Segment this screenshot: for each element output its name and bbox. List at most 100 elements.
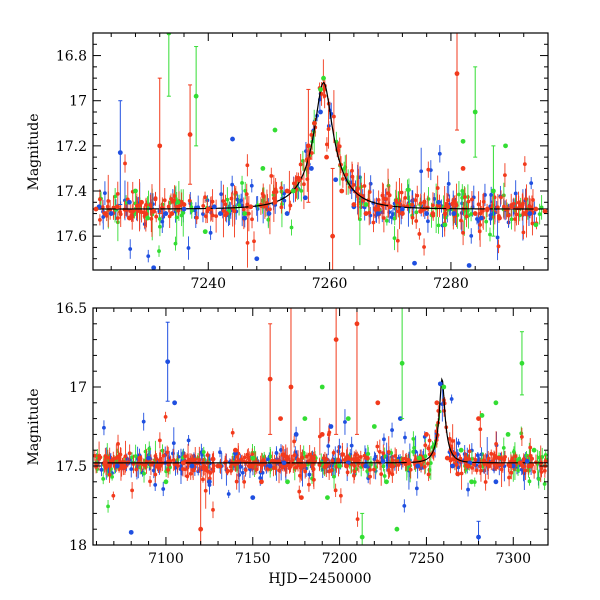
top-red-noise-point	[505, 207, 510, 212]
bottom-red-data-point	[507, 463, 513, 469]
bottom-red-data-point	[486, 463, 492, 469]
top-blue-data-point	[527, 211, 533, 216]
top-red-noise-point	[141, 210, 146, 215]
top-red-data-point	[363, 211, 369, 216]
bottom-red-noise-point	[386, 449, 391, 454]
bottom-red-noise-point	[528, 445, 533, 450]
bottom-red-noise-point	[154, 457, 159, 461]
bottom-green-noise-point	[143, 449, 148, 454]
top-red-noise-point	[410, 202, 414, 207]
bottom-blue-data-point	[114, 463, 120, 469]
bottom-blue-noise-point	[226, 492, 231, 496]
bottom-blue-noise-point	[403, 435, 407, 440]
top-red-noise-point	[530, 221, 535, 226]
top-red-data-point	[248, 204, 254, 210]
top-green-noise-point	[384, 218, 389, 223]
top-red-noise-point	[522, 162, 527, 167]
bottom-red-noise-point	[317, 462, 322, 467]
bottom-green-data-point	[371, 424, 377, 429]
top-red-noise-point	[97, 197, 102, 202]
top-red-noise-point	[350, 168, 354, 173]
bottom-green-data-point	[345, 416, 351, 421]
bottom-red-data-point	[278, 416, 283, 421]
bottom-red-data-point	[311, 455, 316, 461]
bottom-red-noise-point	[163, 414, 168, 419]
bottom-red-noise-point	[532, 470, 537, 474]
top-red-noise-point	[175, 204, 179, 209]
bottom-green-data-point	[319, 384, 325, 390]
top-green-data-point	[318, 87, 323, 92]
bottom-green-noise-point	[332, 474, 336, 479]
top-green-noise-point	[539, 205, 544, 210]
top-red-data-point	[126, 215, 132, 221]
top-red-data-point	[533, 206, 539, 212]
bottom-red-noise-point	[193, 457, 198, 462]
top-blue-data-point	[230, 136, 235, 142]
bottom-red-noise-point	[246, 455, 251, 460]
top-red-noise-point	[395, 238, 400, 243]
bottom-y-tick-label: 16.5	[56, 301, 87, 317]
top-blue-data-point	[478, 215, 484, 221]
bottom-green-noise-point	[428, 461, 433, 465]
bottom-red-noise-point	[426, 446, 431, 451]
bottom-green-data-point	[337, 463, 343, 469]
bottom-blue-noise-point	[307, 472, 312, 477]
top-red-data-point	[324, 154, 329, 160]
top-red-noise-point	[478, 222, 483, 227]
bottom-green-noise-point	[536, 477, 541, 481]
top-blue-noise-point	[495, 235, 500, 240]
top-red-noise-point	[435, 186, 440, 190]
bottom-red-noise-point	[355, 456, 360, 461]
bottom-green-noise-point	[130, 455, 134, 460]
top-red-noise-point	[172, 194, 177, 198]
bottom-blue-noise-point	[153, 483, 158, 487]
bottom-red-noise-point	[473, 457, 478, 462]
top-blue-data-point	[151, 265, 157, 270]
bottom-red-noise-point	[183, 454, 187, 459]
top-red-noise-point	[516, 200, 521, 205]
top-red-data-point	[284, 188, 290, 194]
top-green-noise-point	[414, 210, 419, 215]
bottom-red-noise-point	[305, 454, 309, 459]
bottom-red-noise-point	[149, 462, 153, 467]
bottom-red-noise-point	[240, 458, 245, 463]
top-blue-noise-point	[235, 197, 240, 202]
bottom-red-noise-point	[111, 493, 116, 498]
top-blue-data-point	[466, 263, 472, 268]
top-red-data-point	[460, 166, 466, 171]
bottom-red-noise-point	[368, 474, 372, 479]
bottom-red-noise-point	[494, 465, 499, 470]
bottom-blue-data-point	[250, 495, 256, 500]
top-red-noise-point	[503, 173, 507, 178]
top-red-noise-point	[524, 209, 529, 213]
top-red-noise-point	[521, 230, 526, 235]
top-green-data-point	[442, 222, 448, 228]
top-green-noise-point	[225, 197, 230, 202]
bottom-red-noise-point	[401, 456, 405, 461]
top-red-noise-point	[414, 219, 419, 223]
top-red-noise-point	[426, 167, 431, 172]
bottom-blue-data-point	[415, 463, 421, 469]
bottom-blue-noise-point	[171, 441, 176, 445]
top-red-noise-point	[279, 186, 284, 190]
bottom-y-tick-label: 17.5	[56, 459, 87, 475]
bottom-blue-data-point	[267, 463, 273, 469]
top-green-noise-point	[158, 224, 162, 229]
bottom-red-noise-point	[491, 459, 495, 464]
bottom-blue-noise-point	[161, 487, 166, 491]
bottom-red-noise-point	[130, 488, 135, 493]
top-green-data-point	[272, 127, 278, 133]
top-red-data-point	[312, 120, 317, 126]
bottom-red-noise-point	[507, 475, 511, 480]
top-red-noise-point	[153, 196, 158, 200]
top-red-data-point	[400, 211, 405, 216]
top-red-noise-point	[490, 203, 495, 208]
top-red-noise-point	[446, 198, 450, 203]
top-green-noise-point	[157, 216, 162, 221]
top-blue-noise-point	[476, 219, 481, 223]
top-red-noise-point	[262, 204, 267, 209]
top-data-layer	[93, 33, 548, 270]
top-red-noise-point	[98, 217, 102, 222]
top-blue-data-point	[254, 256, 260, 262]
top-red-noise-point	[123, 161, 127, 166]
